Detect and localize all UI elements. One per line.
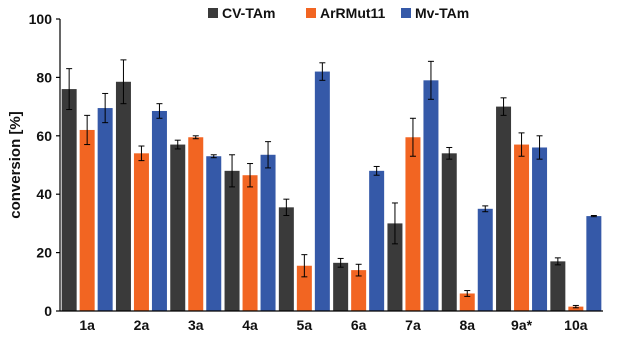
error-bar-arrmut11-4a	[247, 163, 254, 188]
x-tick-label: 7a	[405, 317, 421, 333]
bar-cv-tam-4a	[224, 170, 240, 311]
bar-mv-tam-5a	[314, 71, 330, 311]
x-tick-label: 4a	[242, 317, 258, 333]
bar-cv-tam-5a	[278, 207, 294, 311]
bar-mv-tam-9a	[532, 147, 548, 311]
x-tick-label: 5a	[297, 317, 313, 333]
error-bar-cv-tam-4a	[229, 154, 236, 188]
y-tick-label: 20	[36, 245, 52, 261]
error-bar-cv-tam-3a	[174, 139, 181, 150]
error-bar-mv-tam-6a	[373, 165, 380, 176]
tick-labels-layer: 1a 2a 3a 4a 5a 6a 7a 8a 9a* 10a 0 20 40 60 80 100	[29, 11, 588, 333]
y-tick-label: 100	[29, 11, 53, 27]
bar-mv-tam-3a	[206, 156, 222, 311]
x-tick-label: 9a*	[511, 317, 533, 333]
bar-cv-tam-7a	[387, 223, 403, 311]
bar-arrmut11-1a	[79, 129, 95, 311]
legend-label: CV-TAm	[222, 5, 275, 21]
x-tick-label: 2a	[134, 317, 150, 333]
error-bar-mv-tam-3a	[210, 154, 217, 159]
bar-arrmut11-2a	[133, 153, 149, 311]
bar-mv-tam-7a	[423, 80, 439, 311]
bar-mv-tam-2a	[151, 110, 167, 311]
axes-layer	[56, 18, 603, 312]
error-bar-arrmut11-10a	[572, 304, 579, 309]
error-bar-mv-tam-2a	[156, 103, 163, 119]
legend-item-cv-tam: CV-TAm	[208, 5, 275, 21]
error-bar-mv-tam-9a	[536, 135, 543, 160]
error-bar-cv-tam-1a	[66, 68, 73, 111]
error-bar-arrmut11-6a	[355, 263, 362, 277]
bar-cv-tam-8a	[441, 153, 457, 311]
error-bar-arrmut11-7a	[409, 117, 416, 157]
bar-arrmut11-7a	[405, 137, 421, 311]
y-tick-label: 0	[44, 303, 52, 319]
error-bar-arrmut11-1a	[84, 114, 91, 146]
x-tick-label: 1a	[79, 317, 95, 333]
error-bar-cv-tam-10a	[554, 257, 561, 266]
bar-cv-tam-2a	[115, 81, 131, 311]
error-bar-arrmut11-9a	[518, 132, 525, 157]
y-tick-label: 40	[36, 186, 52, 202]
legend-label: Mv-TAm	[415, 5, 469, 21]
error-bar-arrmut11-3a	[192, 135, 199, 140]
bar-arrmut11-8a	[459, 293, 475, 311]
bar-mv-tam-10a	[586, 216, 602, 311]
error-bar-arrmut11-2a	[138, 145, 145, 162]
bar-cv-tam-10a	[550, 261, 566, 311]
y-axis-title: conversion [%]	[7, 111, 24, 219]
x-tick-label: 6a	[351, 317, 367, 333]
error-bar-mv-tam-5a	[319, 62, 326, 81]
error-bar-mv-tam-10a	[590, 215, 597, 218]
error-bar-cv-tam-7a	[391, 202, 398, 245]
bar-arrmut11-4a	[242, 175, 258, 311]
bar-arrmut11-3a	[188, 137, 204, 311]
error-bar-arrmut11-8a	[464, 290, 471, 297]
bar-cv-tam-9a	[496, 106, 512, 311]
y-tick-label: 60	[36, 128, 52, 144]
legend-swatch	[401, 8, 411, 18]
error-bar-cv-tam-6a	[337, 257, 344, 268]
bar-cv-tam-6a	[333, 262, 349, 311]
bars-layer	[61, 71, 602, 311]
legend-label: ArRMut11	[320, 5, 386, 21]
x-tick-label: 10a	[564, 317, 588, 333]
legend-item-mv-tam: Mv-TAm	[401, 5, 469, 21]
error-bar-mv-tam-7a	[427, 60, 434, 100]
y-tick-label: 80	[36, 69, 52, 85]
legend: CV-TAm ArRMut11 Mv-TAm	[208, 5, 469, 21]
bar-cv-tam-3a	[170, 144, 186, 311]
x-tick-label: 8a	[459, 317, 475, 333]
legend-item-arrmut11: ArRMut11	[306, 5, 386, 21]
error-bars-layer	[66, 59, 597, 309]
error-bar-mv-tam-8a	[482, 205, 489, 213]
bar-mv-tam-6a	[369, 170, 385, 311]
error-bar-arrmut11-5a	[301, 254, 308, 278]
legend-swatch	[208, 8, 218, 18]
bar-arrmut11-6a	[351, 270, 367, 311]
bar-cv-tam-1a	[61, 89, 77, 311]
legend-swatch	[306, 8, 316, 18]
bar-mv-tam-4a	[260, 154, 276, 311]
error-bar-mv-tam-1a	[102, 92, 109, 124]
bar-arrmut11-5a	[296, 265, 312, 311]
error-bar-cv-tam-9a	[500, 97, 507, 116]
error-bar-mv-tam-4a	[265, 141, 272, 169]
error-bar-cv-tam-2a	[120, 59, 127, 105]
bar-arrmut11-10a	[568, 306, 584, 311]
error-bar-cv-tam-5a	[283, 198, 290, 217]
x-tick-label: 3a	[188, 317, 204, 333]
bar-mv-tam-8a	[477, 208, 493, 311]
error-bar-cv-tam-8a	[446, 146, 453, 160]
bar-mv-tam-1a	[97, 108, 113, 311]
bar-arrmut11-9a	[514, 144, 530, 311]
